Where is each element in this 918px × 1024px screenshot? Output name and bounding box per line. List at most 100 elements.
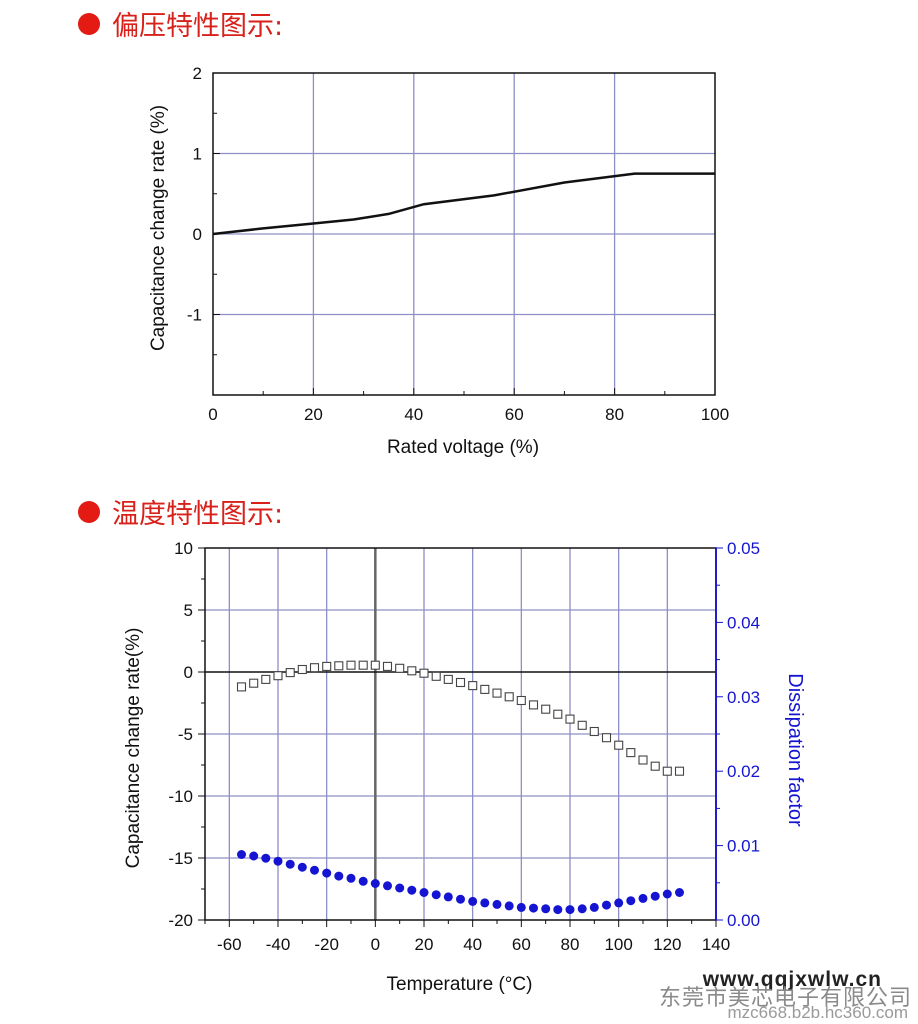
y2-tick-label: 0.00 [727, 911, 760, 930]
y-tick-label: -1 [187, 306, 202, 325]
x-tick-label: 40 [404, 405, 423, 424]
dissipation-point [614, 898, 624, 908]
capacitance-point [577, 720, 587, 730]
dissipation-point [395, 883, 405, 893]
dissipation-point [334, 871, 344, 881]
capacitance-point [626, 748, 636, 758]
x-tick-label: 100 [701, 405, 729, 424]
dissipation-point [480, 898, 490, 908]
x-axis-label: Rated voltage (%) [387, 437, 539, 458]
red-bullet-icon [78, 12, 100, 35]
y-axis-label: Capacitance change rate (%) [148, 105, 169, 351]
y-tick-label: -20 [168, 911, 193, 930]
dissipation-point [577, 904, 587, 914]
dissipation-point [285, 859, 295, 869]
capacitance-point [528, 700, 539, 710]
dissipation-point [431, 890, 441, 900]
capacitance-point [565, 714, 575, 724]
dissipation-point [310, 865, 319, 875]
x-tick-label: 40 [463, 935, 482, 954]
x-tick-label: -60 [217, 935, 242, 954]
x-tick-label: 60 [505, 405, 524, 424]
capacitance-point [249, 678, 259, 688]
red-bullet-icon [78, 500, 100, 523]
capacitance-point [346, 660, 356, 670]
capacitance-point [261, 674, 271, 684]
dissipation-point [529, 903, 538, 913]
dissipation-point [456, 894, 465, 904]
x-tick-label: 100 [604, 935, 632, 954]
dissipation-point [504, 901, 514, 911]
capacitance-point [614, 740, 624, 750]
capacitance-vs-voltage-line [212, 172, 715, 236]
dissipation-point [516, 902, 526, 912]
dissipation-point [383, 881, 392, 891]
y-tick-label: 1 [193, 145, 202, 164]
capacitance-point [492, 688, 502, 698]
watermark-site: www.qqjxwlw.cn [702, 968, 882, 991]
y2-tick-label: 0.04 [727, 613, 760, 632]
dissipation-point [565, 905, 575, 915]
x-tick-label: 20 [415, 935, 434, 954]
bias-title-text: 偏压特性图示: [112, 11, 284, 42]
x-tick-label: 60 [512, 935, 531, 954]
x-tick-label: 120 [653, 935, 681, 954]
capacitance-point [589, 726, 599, 737]
dissipation-point [346, 873, 356, 883]
y2-tick-label: 0.01 [727, 837, 760, 856]
capacitance-point [285, 668, 295, 678]
dissipation-point [419, 888, 429, 897]
y2-tick-label: 0.02 [727, 762, 760, 781]
y-axis-label: Capacitance change rate(%) [123, 628, 144, 869]
y-tick-label: 5 [184, 601, 193, 620]
dissipation-point [370, 879, 380, 888]
watermark-company: 东莞市美芯电子有限公司 [658, 985, 912, 1010]
capacitance-point [443, 674, 453, 684]
capacitance-point [468, 681, 478, 691]
capacitance-point [516, 695, 526, 706]
bias-section-title: 偏压特性图示: [78, 4, 283, 43]
capacitance-point [334, 661, 344, 671]
dissipation-point [249, 851, 259, 861]
capacitance-point [638, 755, 648, 765]
capacitance-point [236, 682, 247, 692]
x-tick-label: -40 [266, 935, 291, 954]
dissipation-point [602, 900, 611, 910]
y2-axis-label: Dissipation factor [784, 673, 806, 827]
capacitance-point [541, 704, 551, 714]
y-tick-label: 0 [193, 225, 202, 244]
y2-tick-label: 0.03 [727, 688, 760, 707]
dissipation-point [237, 850, 246, 859]
y-tick-label: 2 [193, 64, 202, 83]
capacitance-point [407, 666, 417, 676]
capacitance-point [297, 664, 307, 675]
dissipation-point [541, 904, 551, 914]
capacitance-point [601, 733, 612, 743]
y-tick-label: 10 [174, 539, 193, 558]
dissipation-point [553, 905, 563, 915]
capacitance-point [382, 661, 393, 671]
dissipation-point [261, 853, 271, 863]
capacitance-point [322, 661, 332, 671]
capacitance-point [504, 692, 514, 702]
dissipation-point [407, 885, 417, 895]
dissipation-point [273, 856, 283, 866]
dissipation-point [675, 888, 684, 897]
dissipation-point [468, 896, 478, 906]
capacitance-point [370, 660, 380, 670]
capacitance-point [419, 668, 429, 678]
capacitance-point [358, 660, 368, 670]
y-tick-label: -10 [168, 787, 193, 806]
dissipation-point [443, 892, 453, 902]
x-axis-label: Temperature (°C) [387, 974, 533, 995]
y-tick-label: -15 [168, 849, 193, 868]
watermark-url: mzc668.b2b.hc360.com [727, 1003, 909, 1022]
dissipation-point [358, 876, 368, 886]
dissipation-point [297, 862, 307, 872]
capacitance-point [553, 709, 563, 719]
dissipation-point [492, 899, 502, 909]
dissipation-point [650, 891, 660, 901]
dissipation-point [662, 889, 672, 899]
y-tick-label: 0 [184, 663, 193, 682]
